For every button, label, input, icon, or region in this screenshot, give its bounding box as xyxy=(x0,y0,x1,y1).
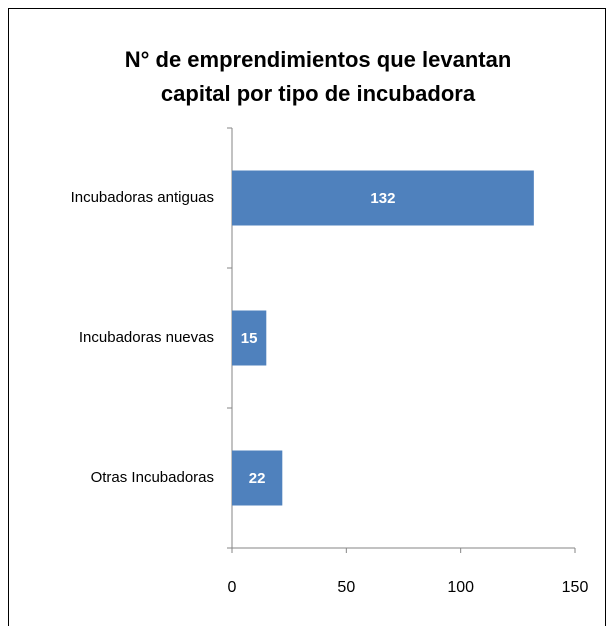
chart-frame xyxy=(8,8,606,626)
bar xyxy=(232,170,534,226)
bar xyxy=(232,310,267,366)
y-tick-label: Incubadoras antiguas xyxy=(71,189,214,206)
chart-title: N° de emprendimientos que levantan xyxy=(125,47,512,72)
bar xyxy=(232,450,283,506)
x-tick-label: 50 xyxy=(337,579,355,596)
y-tick-label: Otras Incubadoras xyxy=(91,469,214,486)
value-label: 22 xyxy=(249,470,266,487)
x-tick-label: 150 xyxy=(562,579,589,596)
value-label: 132 xyxy=(370,190,395,207)
value-label: 15 xyxy=(241,330,258,347)
x-tick-label: 100 xyxy=(447,579,474,596)
x-tick-label: 0 xyxy=(228,579,237,596)
y-tick-label: Incubadoras nuevas xyxy=(79,329,214,346)
chart-title: capital por tipo de incubadora xyxy=(161,81,476,106)
